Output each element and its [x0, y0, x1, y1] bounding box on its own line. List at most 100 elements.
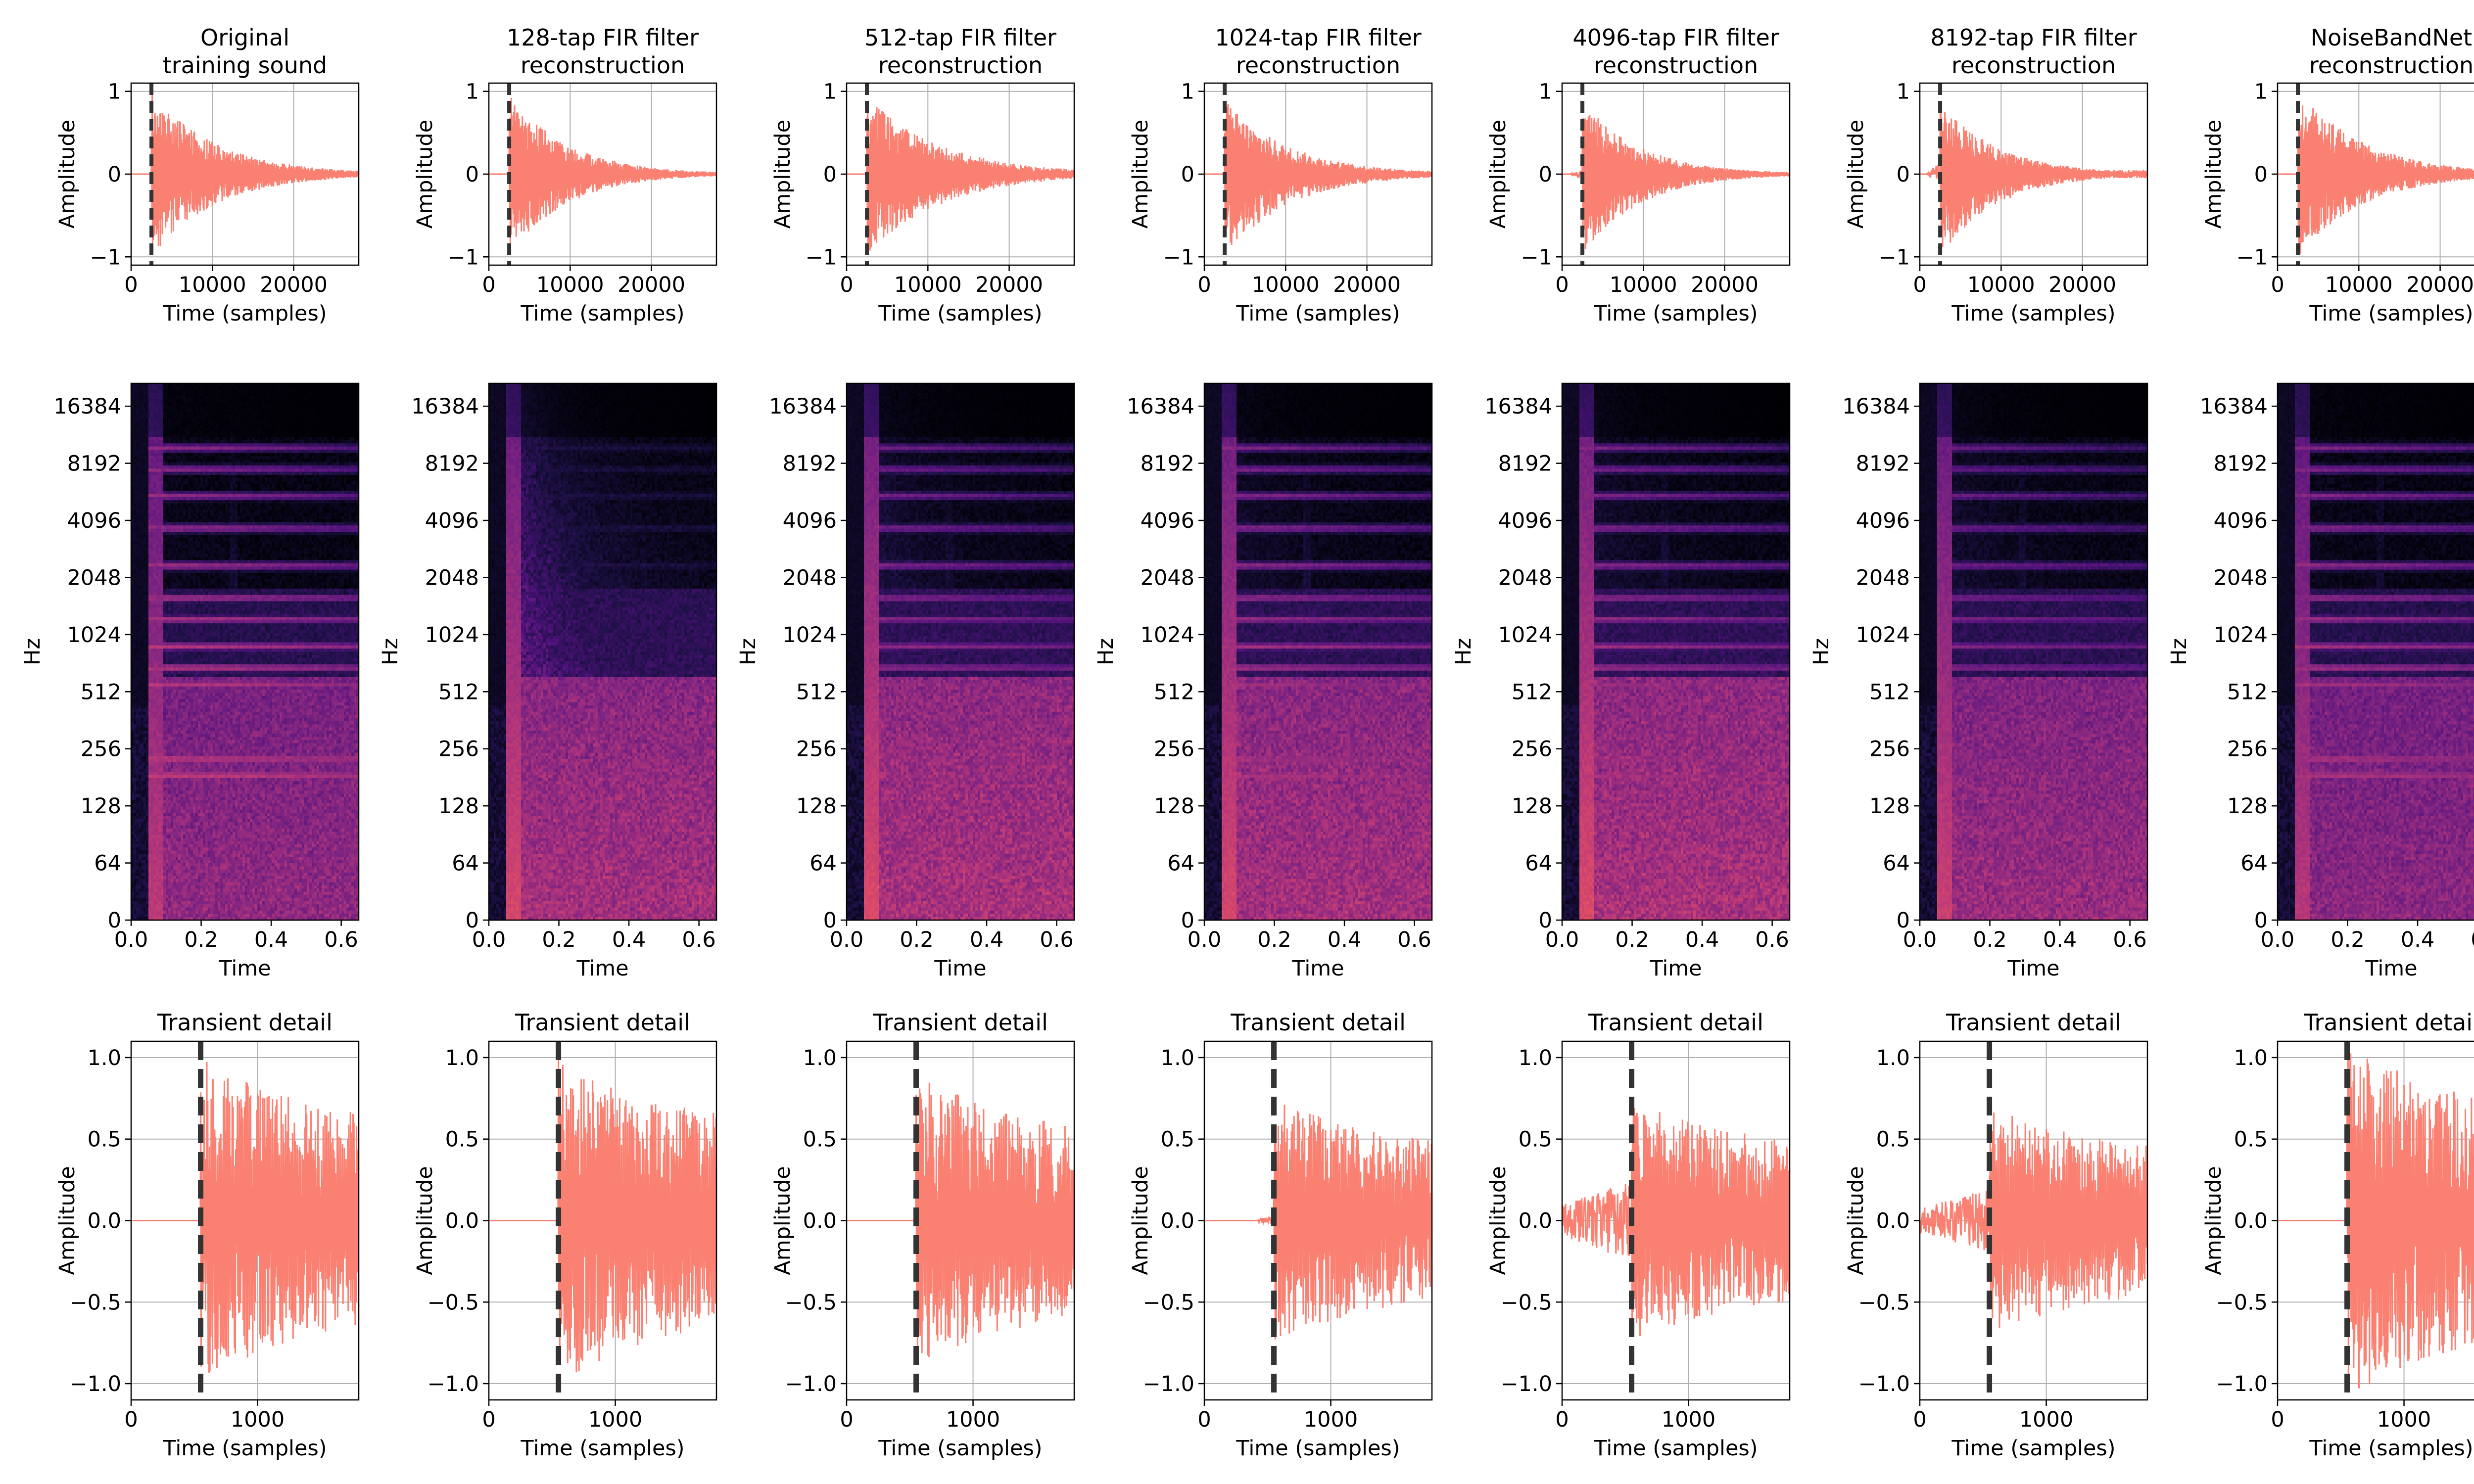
heatmap-cell [166, 522, 169, 526]
heatmap-cell [181, 582, 184, 586]
heatmap-cell [158, 911, 161, 914]
heatmap-cell [146, 576, 149, 579]
heatmap-cell [181, 623, 184, 627]
heatmap-cell [193, 532, 196, 535]
heatmap-cell [134, 888, 137, 892]
heatmap-cell [173, 620, 176, 624]
heatmap-cell [151, 734, 154, 737]
heatmap-cell [161, 756, 164, 759]
heatmap-cell [190, 598, 193, 602]
heatmap-cell [158, 484, 161, 488]
heatmap-cell [168, 437, 171, 441]
heatmap-cell [136, 658, 139, 661]
heatmap-cell [143, 803, 146, 807]
heatmap-cell [148, 765, 151, 769]
heatmap-cell [156, 620, 159, 624]
heatmap-cell [183, 841, 186, 844]
heatmap-cell [181, 513, 184, 516]
heatmap-cell [158, 803, 161, 807]
heatmap-cell [178, 847, 181, 851]
heatmap-cell [143, 901, 146, 905]
heatmap-cell [178, 743, 181, 747]
heatmap-cell [198, 633, 201, 636]
x-tick-label: 20000 [975, 273, 1043, 297]
heatmap-cell [176, 680, 179, 684]
heatmap-cell [158, 778, 161, 782]
heatmap-cell [153, 510, 156, 513]
heatmap-cell [161, 453, 164, 456]
heatmap-cell [195, 409, 198, 412]
heatmap-cell [158, 465, 161, 469]
heatmap-cell [158, 545, 161, 548]
heatmap-cell [173, 614, 176, 617]
heatmap-cell [148, 522, 151, 526]
heatmap-cell [193, 623, 196, 627]
heatmap-cell [171, 646, 174, 649]
heatmap-cell [173, 440, 176, 444]
heatmap-cell [190, 904, 193, 908]
heatmap-cell [176, 715, 179, 718]
heatmap-cell [141, 898, 144, 901]
heatmap-cell [148, 614, 151, 617]
heatmap-cell [178, 450, 181, 453]
heatmap-cell [168, 396, 171, 400]
heatmap-cell [136, 882, 139, 885]
heatmap-cell [198, 626, 201, 630]
heatmap-cell [183, 522, 186, 526]
heatmap-cell [173, 655, 176, 658]
heatmap-cell [195, 797, 198, 800]
heatmap-cell [146, 721, 149, 725]
heatmap-cell [139, 879, 142, 882]
heatmap-cell [168, 826, 171, 829]
heatmap-cell [173, 867, 176, 870]
heatmap-cell [153, 646, 156, 649]
heatmap-cell [146, 746, 149, 750]
heatmap-cell [186, 560, 189, 563]
heatmap-cell [166, 888, 169, 892]
heatmap-cell [176, 491, 179, 494]
heatmap-cell [143, 626, 146, 630]
heatmap-cell [195, 895, 198, 898]
heatmap-cell [171, 664, 174, 668]
heatmap-cell [178, 882, 181, 885]
heatmap-cell [193, 895, 196, 898]
heatmap-cell [178, 443, 181, 447]
heatmap-cell [146, 683, 149, 687]
heatmap-cell [161, 573, 164, 576]
heatmap-cell [156, 424, 159, 428]
heatmap-cell [163, 519, 166, 522]
heatmap-cell [153, 554, 156, 557]
heatmap-cell [168, 573, 171, 576]
heatmap-cell [151, 847, 154, 851]
heatmap-cell [166, 463, 169, 466]
heatmap-cell [198, 463, 201, 466]
heatmap-cell [183, 513, 186, 516]
heatmap-cell [183, 769, 186, 772]
heatmap-cell [178, 510, 181, 513]
heatmap-cell [139, 424, 142, 428]
heatmap-cell [190, 901, 193, 905]
heatmap-cell [143, 743, 146, 747]
heatmap-cell [139, 655, 142, 658]
heatmap-cell [136, 765, 139, 769]
heatmap-cell [176, 582, 179, 586]
heatmap-cell [181, 822, 184, 826]
heatmap-cell [176, 418, 179, 421]
heatmap-cell [188, 484, 191, 488]
heatmap-cell [136, 879, 139, 882]
heatmap-cell [190, 759, 193, 763]
heatmap-cell [181, 724, 184, 728]
heatmap-cell [188, 491, 191, 494]
heatmap-cell [195, 898, 198, 901]
heatmap-cell [161, 475, 164, 478]
heatmap-cell [136, 639, 139, 643]
heatmap-cell [153, 829, 156, 832]
heatmap-cell [195, 759, 198, 763]
heatmap-cell [183, 402, 186, 406]
column-title: 512-tap FIR filter [864, 24, 1056, 51]
heatmap-cell [166, 699, 169, 702]
heatmap-cell [198, 589, 201, 592]
heatmap-cell [153, 595, 156, 599]
heatmap-cell [156, 667, 159, 671]
heatmap-cell [195, 535, 198, 538]
